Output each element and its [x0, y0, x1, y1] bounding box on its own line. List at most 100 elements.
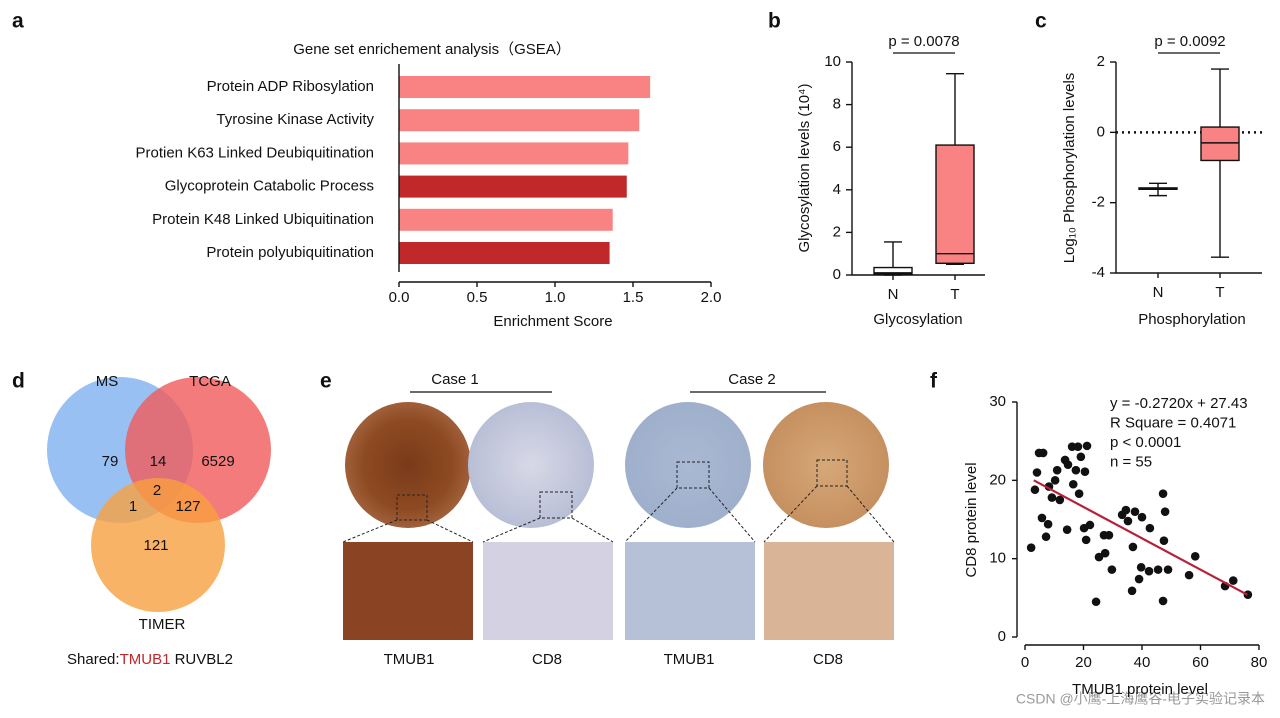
point — [1050, 476, 1060, 485]
region-count: 79 — [102, 453, 119, 470]
y-axis-label: Glycosylation levels (10⁴) — [796, 83, 813, 252]
y-tick-label: 6 — [833, 138, 841, 155]
point — [1043, 519, 1053, 529]
annotation: R Square = 0.4071 — [1110, 414, 1236, 431]
region-count: 1 — [129, 498, 137, 515]
y-axis-label: CD8 protein level — [963, 462, 980, 577]
point — [1071, 465, 1081, 475]
y-tick-label: 30 — [989, 393, 1006, 410]
zoom-box — [816, 459, 848, 487]
point — [1047, 493, 1057, 502]
bar — [399, 175, 627, 198]
annotation: p < 0.0001 — [1110, 434, 1181, 451]
point — [1123, 516, 1133, 526]
point — [1052, 465, 1062, 475]
tissue-zoom — [764, 542, 894, 640]
point — [1068, 479, 1078, 489]
x-tick-label: 0 — [1021, 654, 1029, 671]
y-tick-label: 8 — [833, 96, 841, 113]
category-label: Glycoprotein Catabolic Process — [165, 178, 374, 195]
x-tick-label: 40 — [1134, 654, 1151, 671]
x-tick-label: T — [1215, 284, 1224, 301]
annotation: n = 55 — [1110, 453, 1152, 470]
panel-letter: f — [930, 370, 938, 393]
category-label: Tyrosine Kinase Activity — [216, 111, 374, 128]
point — [1026, 543, 1036, 552]
shared-prefix: Shared: — [67, 651, 120, 668]
case-label: Case 1 — [431, 371, 479, 388]
y-tick-label: 0 — [833, 266, 841, 283]
point — [1038, 448, 1048, 458]
x-tick-label: 0.0 — [389, 289, 410, 306]
bar — [399, 109, 640, 132]
point — [1128, 542, 1138, 552]
tissue-core — [345, 402, 471, 528]
x-tick-label: N — [1153, 284, 1164, 301]
point — [1243, 590, 1253, 599]
y-tick-label: -4 — [1092, 264, 1105, 281]
point — [1073, 442, 1083, 451]
x-tick-label: 2.0 — [701, 289, 722, 306]
point — [1144, 566, 1154, 576]
x-tick-label: 20 — [1075, 654, 1092, 671]
point — [1074, 489, 1084, 498]
panel-letter: b — [768, 10, 781, 33]
point — [1081, 535, 1091, 545]
point — [1160, 507, 1170, 516]
x-tick-label: 80 — [1251, 654, 1268, 671]
fit-line — [1033, 479, 1248, 596]
point — [1158, 489, 1168, 498]
panel-e: e Case 1 Case 2 TMUB1 CD8 TMUB1 CD8 — [320, 370, 895, 668]
stain-label: TMUB1 — [664, 651, 715, 668]
x-axis-label: Enrichment Score — [493, 313, 612, 330]
point — [1158, 596, 1168, 606]
point — [1104, 530, 1114, 540]
point — [1107, 565, 1117, 574]
point — [1080, 467, 1090, 477]
point — [1163, 565, 1173, 574]
tissue-zoom — [625, 542, 755, 640]
point — [1062, 525, 1072, 534]
point — [1082, 441, 1092, 451]
x-axis-label: Glycosylation — [873, 311, 962, 328]
venn-set — [91, 478, 225, 612]
zoom-box — [396, 494, 428, 521]
point — [1091, 597, 1101, 607]
point — [1137, 512, 1147, 522]
zoom-lines — [342, 485, 895, 543]
x-axis-label: TMUB1 protein level — [1072, 681, 1208, 698]
point — [1055, 495, 1065, 505]
point — [1041, 532, 1051, 542]
y-tick-label: 2 — [1097, 53, 1105, 70]
p-value: p = 0.0078 — [888, 33, 959, 50]
tissue-zoom — [483, 542, 613, 640]
shared-gene: TMUB1 — [120, 651, 171, 668]
panel-letter: e — [320, 370, 332, 393]
point — [1076, 452, 1086, 462]
y-axis-label: Log₁₀ Phosphorylation levels — [1061, 73, 1078, 264]
set-label: TIMER — [139, 616, 186, 633]
zoom-box — [539, 491, 573, 519]
x-axis-label: Phosphorylation — [1138, 311, 1246, 328]
bar — [399, 208, 613, 231]
panel-letter: a — [12, 10, 24, 33]
bar — [399, 76, 651, 98]
y-tick-label: -2 — [1092, 194, 1105, 211]
point — [1228, 576, 1238, 585]
x-tick-label: N — [888, 286, 899, 303]
point — [1153, 565, 1163, 574]
x-tick-label: 1.0 — [545, 289, 566, 306]
point — [1063, 460, 1073, 469]
y-tick-label: 20 — [989, 471, 1006, 488]
point — [1032, 468, 1042, 477]
panel-letter: d — [12, 370, 25, 393]
shared-genes: Shared:TMUB1 RUVBL2 — [67, 651, 233, 668]
point — [1094, 552, 1104, 562]
bar — [399, 142, 629, 165]
set-label: TCGA — [189, 373, 231, 390]
region-count: 127 — [175, 498, 200, 515]
tissue-core — [468, 402, 594, 528]
x-tick-label: 60 — [1192, 654, 1209, 671]
